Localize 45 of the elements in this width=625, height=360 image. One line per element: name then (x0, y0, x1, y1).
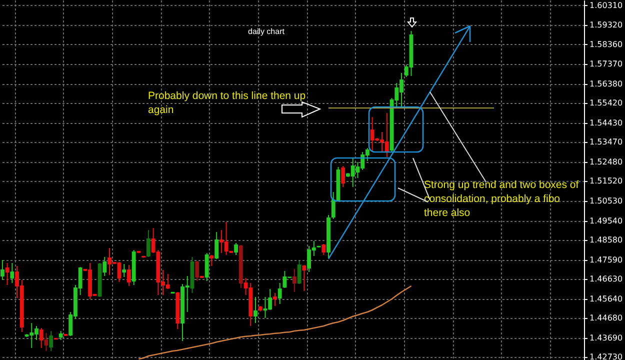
y-tick-label: 1.51520 (590, 176, 623, 186)
candlestick (341, 166, 346, 188)
y-tick-label: 1.48580 (590, 236, 623, 244)
y-tick-label: 1.44680 (590, 314, 623, 322)
y-tick-label: 1.49540 (590, 216, 623, 226)
text: daily chart (248, 27, 286, 36)
candlestick (292, 268, 296, 292)
y-tick-label: 1.47590 (590, 255, 623, 264)
candlestick (49, 330, 54, 352)
candlestick (234, 242, 238, 256)
candlestick (102, 256, 107, 276)
candlestick (195, 260, 200, 282)
y-tick-label: 1.42730 (590, 352, 623, 360)
candlestick (214, 232, 219, 260)
candlestick (5, 262, 10, 286)
annotation: Probably down to this line then up again (148, 90, 306, 116)
candlestick (273, 292, 277, 306)
y-tick-label: 1.59320 (590, 20, 623, 30)
y-tick-label: 1.57370 (590, 60, 623, 69)
candlestick (322, 244, 326, 256)
y-tick-label: 1.43690 (590, 333, 623, 342)
candlestick (302, 264, 306, 292)
y-tick-label: 1.56380 (590, 80, 623, 88)
y-tick-label: 1.53470 (590, 138, 623, 147)
y-tick-label: 1.54430 (590, 118, 623, 128)
candlestick (0, 260, 4, 280)
candlestick (44, 332, 48, 352)
y-tick-label: 1.45640 (590, 294, 623, 304)
candlestick (127, 264, 131, 286)
y-tick-label: 1.55420 (590, 98, 623, 108)
candlestick (210, 254, 214, 266)
candlestick (204, 252, 209, 282)
y-tick-label: 1.50530 (590, 196, 623, 206)
candlestick (297, 260, 302, 284)
candlestick (39, 328, 44, 348)
y-tick-label: 1.58360 (590, 40, 623, 49)
candlestick (146, 230, 150, 258)
candlestick (10, 262, 14, 284)
line-series (138, 285, 412, 360)
candlestick (254, 296, 258, 324)
y-tick-label: 1.52480 (590, 158, 623, 166)
candlestick (122, 264, 126, 278)
y-tick-label: 1.46630 (590, 274, 623, 284)
y-tick-label: 1.60310 (590, 0, 623, 10)
candlestick (278, 282, 282, 304)
